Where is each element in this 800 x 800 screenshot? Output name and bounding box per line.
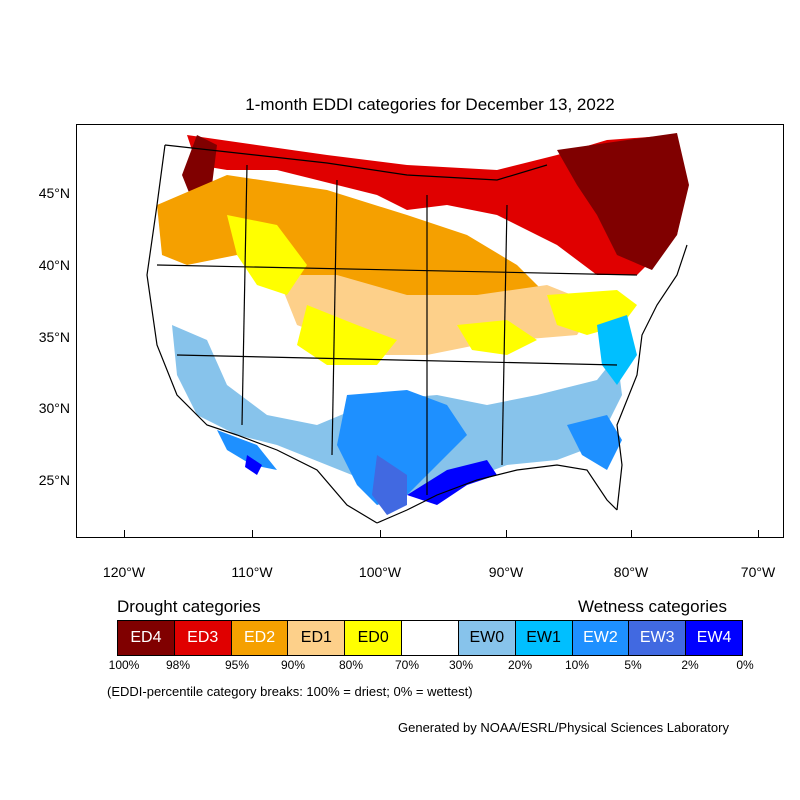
lon-tick — [506, 530, 507, 538]
lon-label-110w: 110°W — [231, 564, 273, 580]
legend-swatch-label: EW4 — [696, 629, 732, 646]
lat-label-25: 25°N — [38, 472, 70, 488]
lat-label-45: 45°N — [38, 185, 70, 201]
legend-break: 0% — [736, 658, 754, 672]
legend-swatch-label: EW0 — [469, 629, 505, 646]
legend-break: 30% — [448, 658, 474, 672]
legend-swatch-ew4: EW4 — [686, 621, 742, 655]
eddi-map-graphic — [146, 133, 689, 524]
lon-label-90w: 90°W — [488, 564, 524, 580]
category-breaks-note: (EDDI-percentile category breaks: 100% =… — [107, 684, 473, 699]
credit-line: Generated by NOAA/ESRL/Physical Sciences… — [398, 720, 729, 735]
legend-swatch-label: ED4 — [130, 629, 162, 646]
legend-swatch-label: EW3 — [639, 629, 675, 646]
lat-label-30: 30°N — [38, 400, 70, 416]
lon-tick — [124, 530, 125, 538]
legend-break: 100% — [108, 658, 140, 672]
legend-swatch-ew1: EW1 — [515, 621, 573, 655]
lon-label-80w: 80°W — [613, 564, 649, 580]
legend-break: 20% — [507, 658, 533, 672]
map-title: 1-month EDDI categories for December 13,… — [245, 95, 615, 114]
category-legend-bar: ED4 ED3 ED2 ED1 ED0 EW0 EW1 EW2 EW3 EW4 — [117, 620, 743, 656]
lon-tick — [758, 530, 759, 538]
legend-break: 90% — [280, 658, 306, 672]
legend-break: 2% — [681, 658, 699, 672]
drought-categories-heading: Drought categories — [117, 597, 261, 616]
lat-label-40: 40°N — [38, 257, 70, 273]
wetness-categories-heading: Wetness categories — [578, 597, 727, 616]
lon-label-120w: 120°W — [102, 564, 146, 580]
lon-tick — [631, 530, 632, 538]
legend-swatch-neutral — [402, 621, 459, 655]
legend-break: 80% — [338, 658, 364, 672]
lon-label-100w: 100°W — [358, 564, 402, 580]
eddi-map — [76, 124, 784, 538]
legend-swatch-label: EW1 — [526, 629, 561, 646]
legend-swatch-label: ED2 — [243, 629, 276, 646]
legend-break: 70% — [394, 658, 420, 672]
legend-swatch-ew2: EW2 — [572, 621, 630, 655]
legend-swatch-label: ED1 — [300, 629, 332, 646]
lon-tick — [380, 530, 381, 538]
legend-swatch-label: ED0 — [357, 629, 389, 646]
legend-swatch-ew0: EW0 — [458, 621, 516, 655]
lon-tick — [252, 530, 253, 538]
legend-break: 98% — [165, 658, 191, 672]
legend-swatch-ew3: EW3 — [629, 621, 687, 655]
legend-swatch-ed1: ED1 — [288, 621, 346, 655]
lon-label-70w: 70°W — [740, 564, 776, 580]
legend-swatch-ed3: ED3 — [174, 621, 232, 655]
legend-swatch-ed2: ED2 — [231, 621, 289, 655]
legend-swatch-ed0: ED0 — [345, 621, 403, 655]
legend-break: 10% — [564, 658, 590, 672]
legend-swatch-label: EW2 — [583, 629, 618, 646]
legend-break: 5% — [624, 658, 642, 672]
lat-label-35: 35°N — [38, 329, 70, 345]
legend-swatch-label: ED3 — [187, 629, 219, 646]
legend-swatch-ed4: ED4 — [118, 621, 175, 655]
legend-break: 95% — [224, 658, 250, 672]
